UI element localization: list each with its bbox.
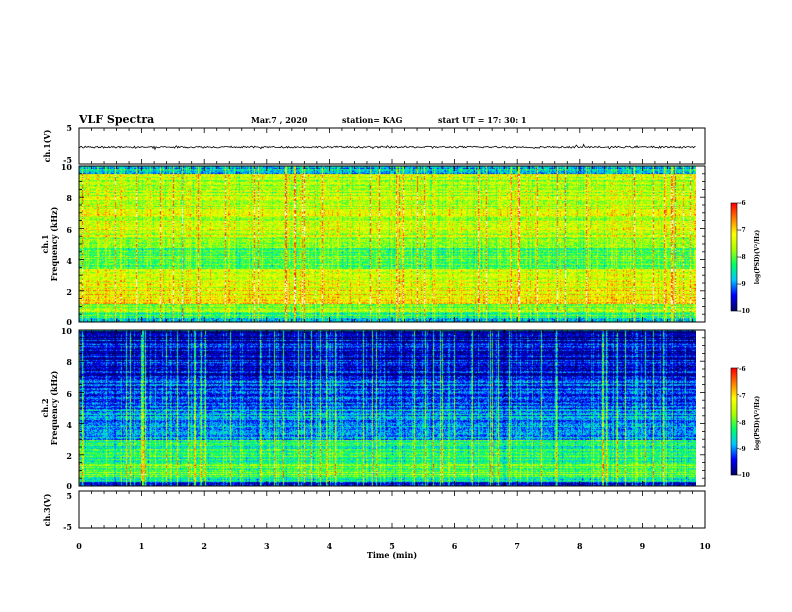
x-tick-label: 5 <box>389 541 395 551</box>
ch1-spectrogram-heatmap <box>79 166 696 322</box>
ch2-colorbar <box>730 367 739 476</box>
ch1-colorbar <box>730 202 739 312</box>
tick-label: 10 <box>61 162 73 172</box>
tick-label: 10 <box>61 326 73 336</box>
cb-tick-label: -9 <box>739 281 746 288</box>
cb-tick-label: -7 <box>739 393 746 400</box>
ch2-spectrogram-yticks: 0 2 4 6 8 10 <box>61 326 73 491</box>
tick-label: 4 <box>66 256 72 266</box>
ch2-colorbar-ticks: -6 -7 -8 -9 -10 <box>739 366 750 479</box>
cb-tick-label: -9 <box>739 446 746 453</box>
ch1-channel-label: ch.1 <box>40 234 50 253</box>
ch1-colorbar-ticks: -6 -7 -8 -9 -10 <box>739 200 750 315</box>
x-tick-label: 1 <box>139 541 145 551</box>
station-label: station= KAG <box>342 115 403 125</box>
ch1-waveform-trace <box>78 143 696 151</box>
colorbar-gradient <box>731 368 737 475</box>
x-tick-label: 10 <box>699 541 711 551</box>
cb-tick-label: -7 <box>739 227 746 234</box>
axis-ticks <box>78 128 706 528</box>
ch3-waveform-ylabel: ch.3(V) <box>42 493 52 526</box>
ch1-frequency-ylabel: Frequency (kHz) <box>49 206 59 281</box>
x-tick-label: 3 <box>264 541 270 551</box>
x-axis-label: Time (min) <box>367 550 417 560</box>
x-tick-label: 7 <box>514 541 520 551</box>
start-ut-label: start UT = 17: 30: 1 <box>438 115 527 125</box>
cb-tick-label: -8 <box>739 420 746 427</box>
ch1-waveform-frame <box>78 127 706 165</box>
tick-label: 2 <box>66 287 72 297</box>
figure-title: VLF Spectra <box>78 113 154 126</box>
tick-label: 6 <box>66 225 72 235</box>
spectrogram-image <box>79 166 696 322</box>
ch1-colorbar-label: log(PSD)(V²/Hz) <box>754 230 761 285</box>
tick-label: -5 <box>63 522 72 532</box>
colorbar-gradient <box>731 203 737 311</box>
ch1-waveform-yticks: 5 -5 <box>63 123 72 165</box>
tick-label: 4 <box>66 420 72 430</box>
ch1-spectrogram-yticks: 0 2 4 6 8 10 <box>61 162 73 327</box>
date-label: Mar.7 , 2020 <box>251 115 308 125</box>
tick-label: 5 <box>66 491 72 501</box>
ch2-frequency-ylabel: Frequency (kHz) <box>49 370 59 445</box>
tick-label: 8 <box>66 357 72 367</box>
tick-label: 0 <box>66 317 72 327</box>
x-tick-label: 4 <box>327 541 333 551</box>
cb-tick-label: -8 <box>739 254 746 261</box>
x-tick-label: 8 <box>577 541 583 551</box>
x-tick-label: 2 <box>201 541 207 551</box>
ch3-waveform-yticks: 5 -5 <box>63 491 72 532</box>
cb-tick-label: -6 <box>739 366 746 373</box>
x-tick-label: 0 <box>76 541 82 551</box>
cb-tick-label: -10 <box>739 308 750 315</box>
ch2-spectrogram-heatmap <box>79 330 696 486</box>
ch2-colorbar-label: log(PSD)(V²/Hz) <box>754 396 761 451</box>
cb-tick-label: -6 <box>739 200 746 207</box>
ch3-waveform-frame <box>78 490 706 529</box>
spectrogram-image <box>79 330 696 486</box>
waveform-line <box>78 143 696 151</box>
tick-label: 0 <box>66 481 72 491</box>
x-tick-labels: 0 1 2 3 4 5 6 7 8 9 10 <box>76 541 711 551</box>
tick-label: 2 <box>66 451 72 461</box>
tick-label: 8 <box>66 193 72 203</box>
ch2-channel-label: ch.2 <box>40 398 50 417</box>
tick-label: 5 <box>66 123 72 133</box>
x-tick-label: 9 <box>640 541 646 551</box>
tick-label: -5 <box>63 155 72 165</box>
ch1-waveform-ylabel: ch.1(V) <box>42 129 52 162</box>
x-tick-label: 6 <box>452 541 458 551</box>
cb-tick-label: -10 <box>739 472 750 479</box>
tick-label: 6 <box>66 389 72 399</box>
